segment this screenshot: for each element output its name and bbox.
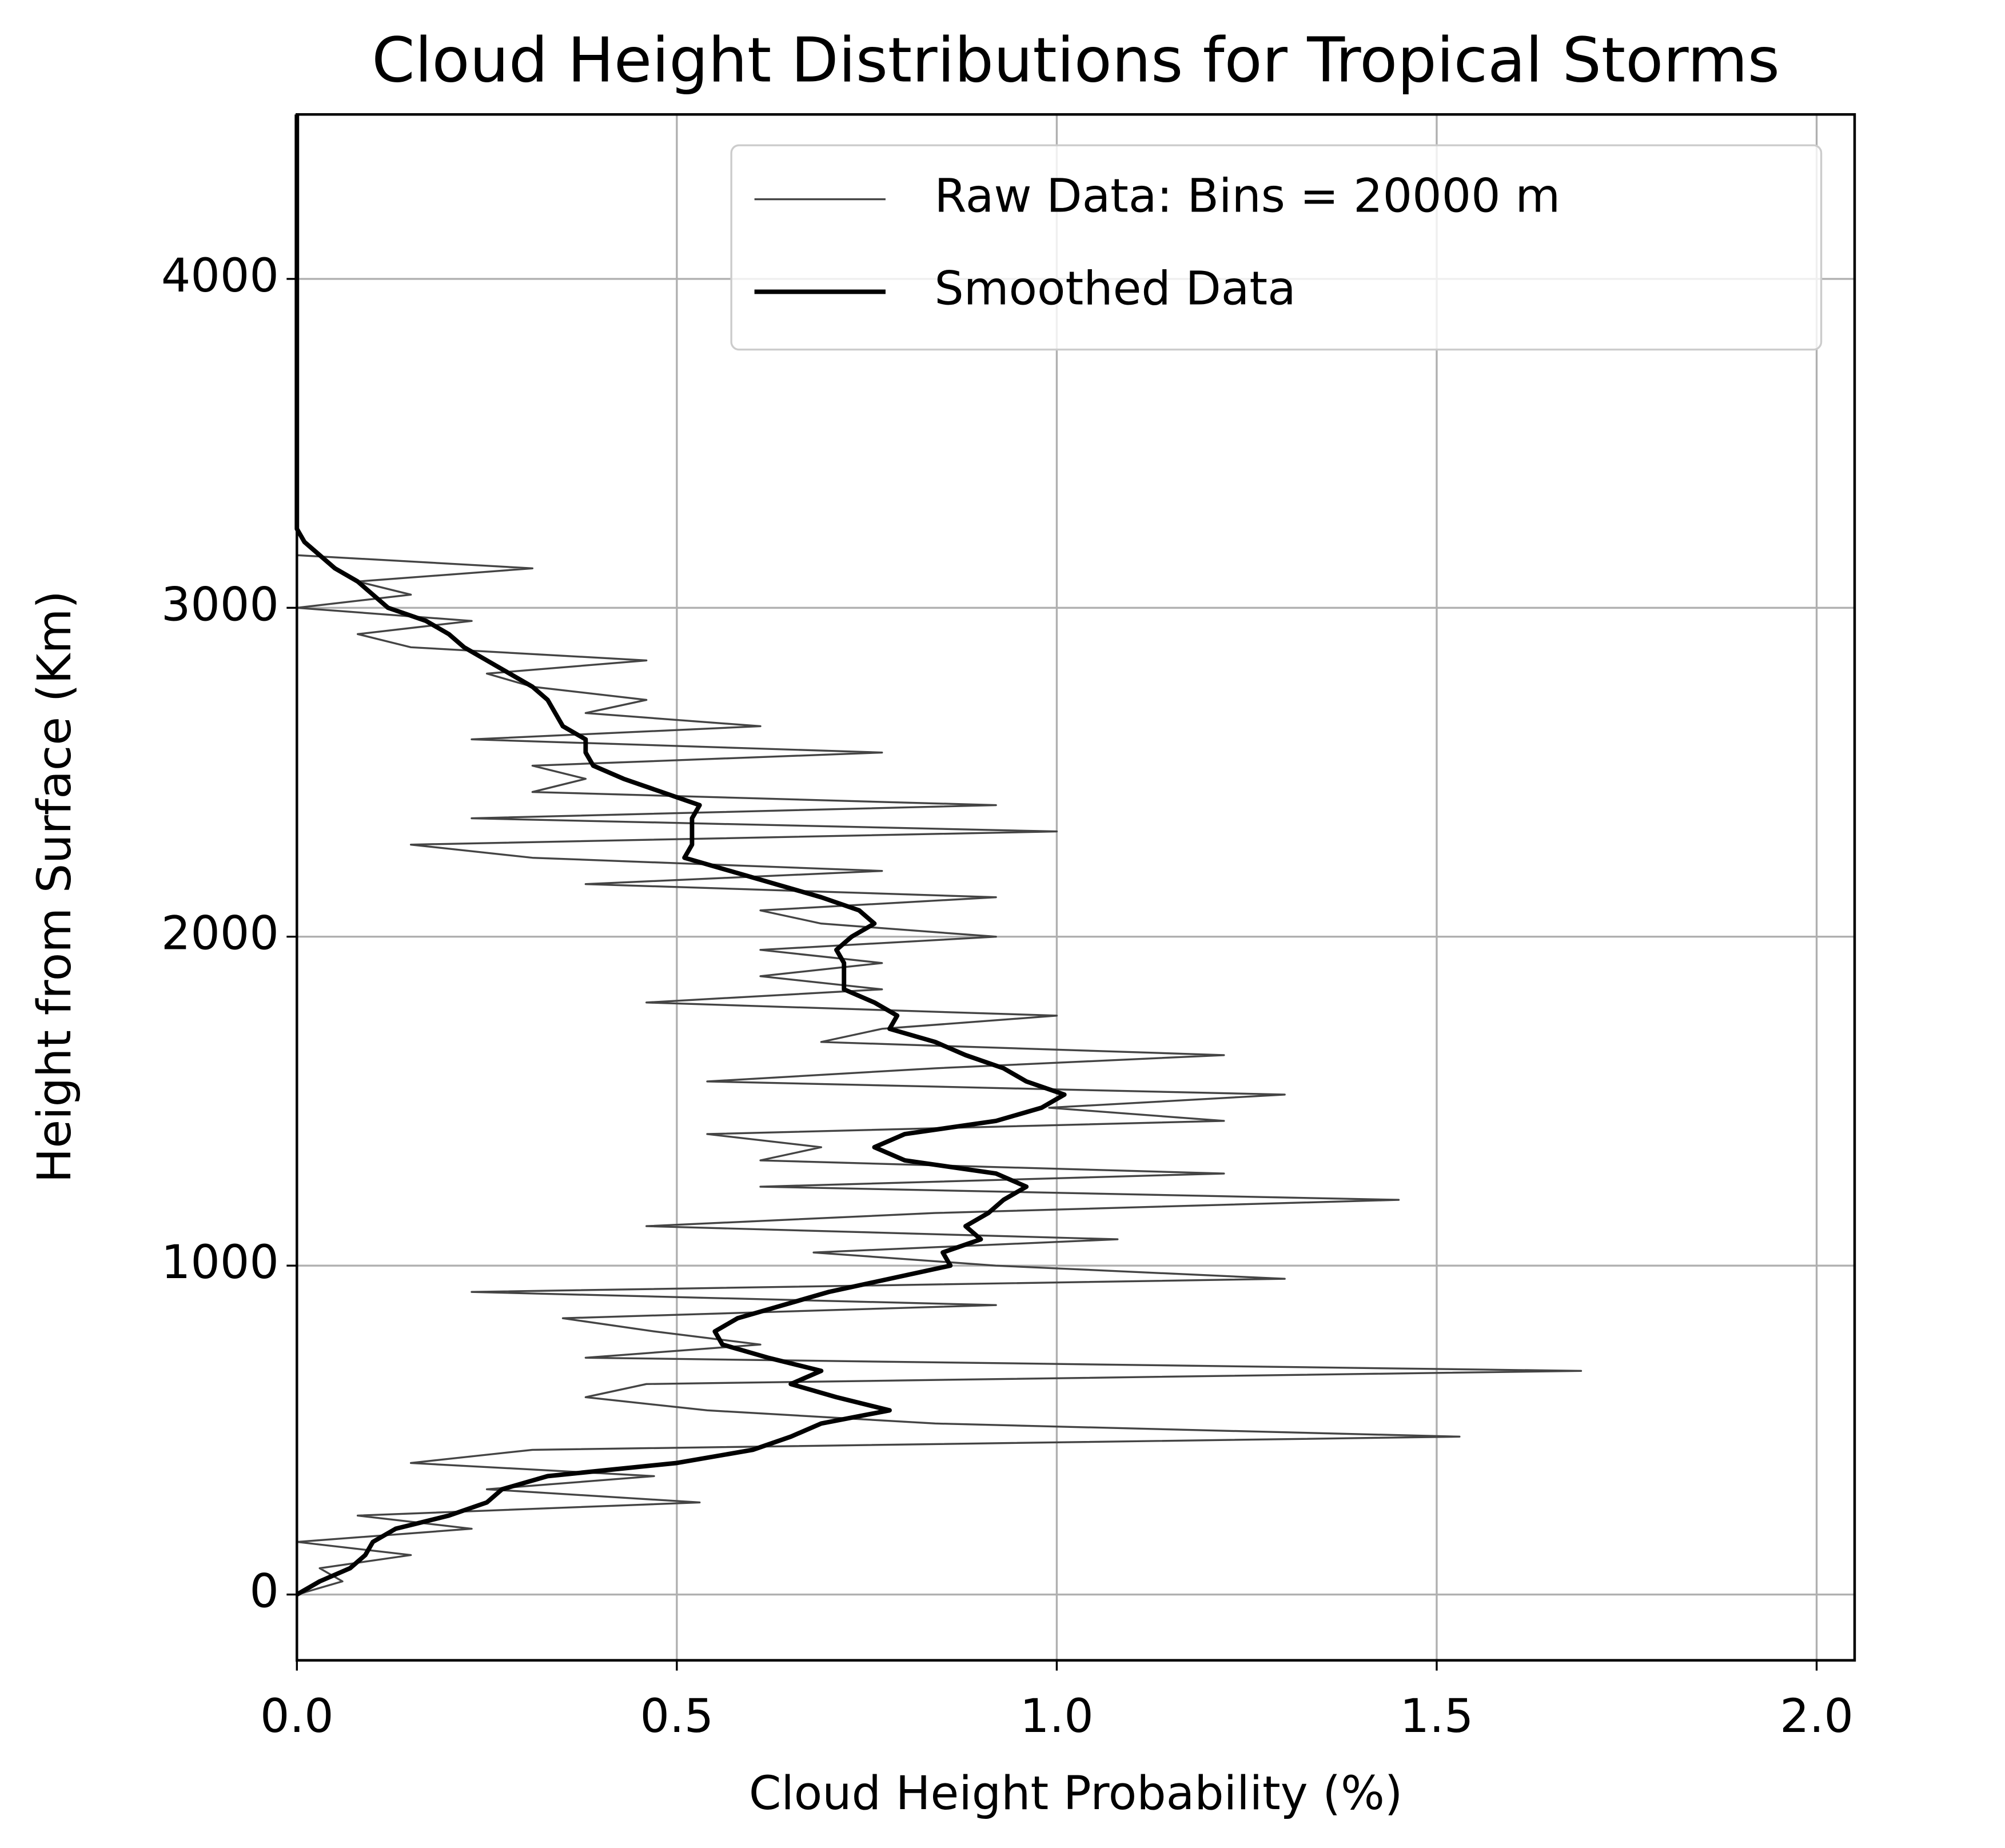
x-tick-label: 1.5 bbox=[1400, 1690, 1474, 1743]
x-tick-label: 0.0 bbox=[260, 1690, 334, 1743]
plot-lines bbox=[294, 114, 1583, 1596]
data-line bbox=[294, 114, 1067, 1596]
y-axis-label: Height from Surface (Km) bbox=[28, 590, 82, 1183]
legend: Raw Data: Bins = 20000 m Smoothed Data bbox=[730, 144, 1823, 351]
x-tick-label: 1.0 bbox=[1020, 1690, 1094, 1743]
y-tick-label: 2000 bbox=[161, 907, 279, 961]
ticks: 0.0 0.5 1.0 1.5 2.0 0 1000 2000 3000 4000 bbox=[161, 249, 1853, 1743]
y-tick-label: 3000 bbox=[161, 578, 279, 632]
data-line bbox=[296, 114, 1583, 1596]
y-tick-label: 0 bbox=[249, 1565, 279, 1619]
x-tick-label: 0.5 bbox=[640, 1690, 714, 1743]
legend-label: Smoothed Data bbox=[934, 262, 1296, 316]
x-axis-label: Cloud Height Probability (%) bbox=[749, 1767, 1403, 1821]
x-tick-label: 2.0 bbox=[1780, 1690, 1853, 1743]
y-tick-label: 1000 bbox=[161, 1236, 279, 1290]
y-tick-label: 4000 bbox=[161, 249, 279, 303]
chart-title: Cloud Height Distributions for Tropical … bbox=[372, 25, 1780, 96]
legend-label: Raw Data: Bins = 20000 m bbox=[934, 170, 1560, 223]
legend-box bbox=[730, 144, 1823, 351]
plot-frame bbox=[296, 113, 1856, 1662]
